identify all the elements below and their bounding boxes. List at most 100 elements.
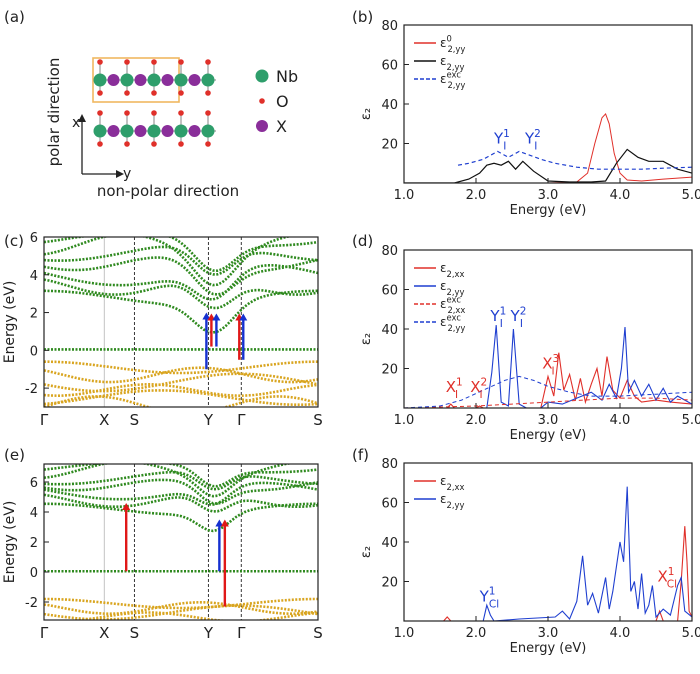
plot-frame (43, 236, 319, 408)
y-tick-label: 60 (381, 497, 398, 512)
band-curve (44, 464, 294, 498)
x-atom (188, 125, 201, 137)
band-curve (44, 597, 318, 610)
nb-atom (93, 73, 107, 87)
y-axis-label: ε₂ (359, 333, 374, 345)
k-point-label: S (130, 411, 140, 429)
axis-x-label: x (72, 115, 80, 131)
peak-annotation: X2 I (470, 376, 487, 401)
legend-entry: εexc 2,yy (440, 313, 465, 333)
oxygen-atom (97, 141, 103, 147)
band-curve (44, 256, 318, 296)
oxygen-atom (97, 110, 103, 116)
band-curve (44, 360, 318, 375)
x-atom (107, 125, 120, 137)
band-curve (44, 278, 318, 310)
legend-atom (259, 98, 265, 104)
arrowhead (215, 519, 224, 527)
arrowhead (220, 519, 229, 527)
x-tick-label: 2.0 (466, 413, 487, 428)
series-line (404, 526, 692, 621)
band-curve (44, 395, 318, 407)
nb-atom (174, 73, 188, 87)
band-panel-c: -2 0 2 4 6 Γ X S Y Γ S Energy (eV) (2, 231, 323, 429)
band-curve (44, 389, 318, 406)
arrowhead (78, 114, 86, 122)
x-tick-label: 5.0 (682, 626, 700, 641)
k-point-label: Γ (40, 411, 49, 429)
y-axis-label: Energy (eV) (2, 281, 18, 364)
y-tick-label: 20 (381, 138, 398, 153)
legend-label: O (276, 92, 289, 111)
y-tick-label: 80 (381, 244, 398, 259)
y-tick-label: 4 (30, 269, 38, 284)
k-point-label: X (99, 624, 109, 642)
oxygen-atom (124, 59, 130, 65)
y-tick-label: 6 (30, 231, 38, 246)
band-curve (44, 237, 318, 273)
k-point-label: S (130, 624, 140, 642)
series-line (404, 112, 692, 183)
band-curve (44, 264, 318, 301)
k-point-label: S (313, 624, 323, 642)
x-atom (188, 74, 201, 86)
y-tick-label: 2 (30, 307, 38, 322)
x-tick-label: 2.0 (466, 188, 487, 203)
band-curve (44, 237, 292, 287)
oxygen-atom (151, 141, 157, 147)
x-tick-label: 1.0 (394, 188, 415, 203)
y-axis-label: ε₂ (359, 108, 374, 120)
series-line (404, 397, 692, 408)
panel-label: (b) (352, 8, 373, 26)
x-tick-label: 5.0 (682, 188, 700, 203)
band-curve (44, 470, 318, 491)
legend-label: Nb (276, 67, 298, 86)
arrowhead (116, 170, 124, 178)
x-atom (161, 125, 174, 137)
oxygen-atom (97, 59, 103, 65)
nb-atom (93, 124, 107, 138)
k-point-label: Γ (40, 624, 49, 642)
y-tick-label: 80 (381, 19, 398, 34)
nb-atom (174, 124, 188, 138)
y-tick-label: 40 (381, 536, 398, 551)
oxygen-atom (151, 110, 157, 116)
band-curve (44, 245, 318, 276)
x-tick-label: 4.0 (610, 188, 631, 203)
polar-direction-label: polar direction (45, 58, 63, 167)
oxygen-atom (151, 90, 157, 96)
band-curve (44, 478, 318, 505)
band-lines (44, 237, 318, 407)
k-point-label: Y (203, 624, 214, 642)
k-point-label: Γ (237, 411, 246, 429)
x-tick-label: 4.0 (610, 626, 631, 641)
peak-annotation: Y1 I (489, 305, 506, 330)
legend-entry: ε2,yy (440, 279, 464, 297)
x-atom (134, 125, 147, 137)
peak-annotation: Y1 I (493, 128, 510, 153)
y-tick-label: 40 (381, 98, 398, 113)
legend-atom (256, 120, 268, 132)
peak-annotation: X1 Cl (657, 566, 677, 591)
peak-annotation: X1 I (446, 376, 463, 401)
y-tick-label: 0 (30, 344, 38, 359)
legend-entry: εexc 2,yy (440, 70, 465, 90)
nb-atom (201, 73, 215, 87)
y-tick-label: 0 (30, 566, 38, 581)
k-point-label: X (99, 411, 109, 429)
plot-frame (43, 463, 319, 621)
arrowhead (202, 312, 211, 320)
panel-label: (e) (4, 446, 25, 464)
band-curve (44, 481, 318, 506)
x-atom (107, 74, 120, 86)
band-curve (44, 601, 318, 615)
band-curve (44, 289, 318, 334)
spectrum-panel-b: 1.0 2.0 3.0 4.0 5.0 20 40 60 80 Energy (eV) ε₂ ε0 2,… (359, 19, 700, 218)
structure-diagram: Nb OXx y polar direction non-polar direction (45, 57, 298, 200)
x-tick-label: 1.0 (394, 626, 415, 641)
oxygen-atom (151, 59, 157, 65)
band-curve (44, 366, 318, 384)
k-point-label: S (313, 411, 323, 429)
band-lines (44, 464, 318, 620)
